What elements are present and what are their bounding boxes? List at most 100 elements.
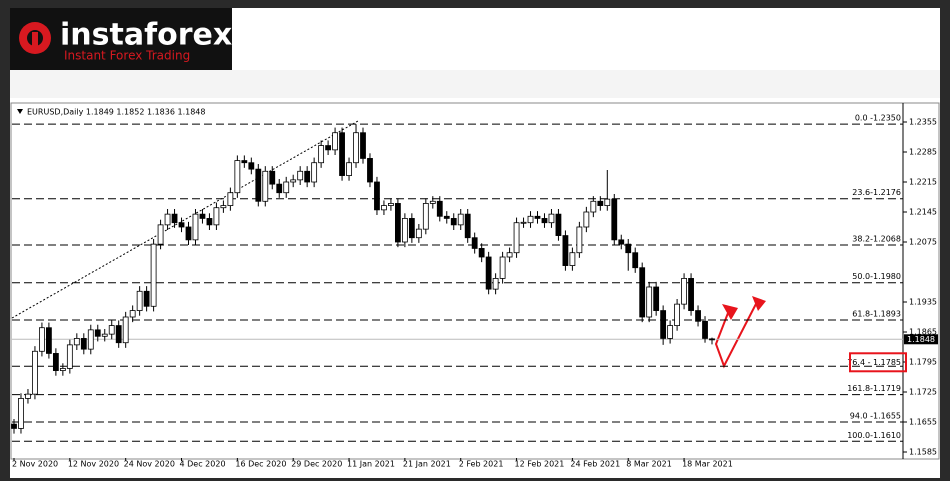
- candle-body: [464, 213, 471, 239]
- candle-body: [318, 145, 325, 164]
- candle-body: [213, 207, 220, 226]
- candle-body: [429, 200, 436, 204]
- y-tick-label: 1.1935: [909, 298, 937, 307]
- candle-body: [304, 170, 311, 183]
- candle-body: [199, 213, 206, 219]
- candle-body: [457, 213, 464, 226]
- x-tick-label: 16 Dec 2020: [235, 460, 286, 469]
- x-tick-label: 18 Mar 2021: [682, 460, 733, 469]
- candle-body: [611, 198, 618, 241]
- forecast-arrow: [714, 299, 759, 369]
- candle-body: [520, 221, 527, 224]
- candle-body: [394, 203, 401, 243]
- candle-body: [653, 286, 660, 311]
- y-tick-label: 1.1585: [909, 448, 937, 457]
- candle-body: [374, 181, 380, 211]
- candle-body: [94, 329, 101, 337]
- candle-body: [353, 132, 359, 164]
- y-tick-label: 1.2355: [909, 118, 937, 127]
- price-tag-label: 1.1848: [907, 335, 935, 344]
- candle-body: [639, 267, 646, 318]
- candle-body: [52, 353, 59, 371]
- candle-body: [227, 192, 234, 206]
- fib-label: 38.2-1.2068: [852, 235, 901, 244]
- candle-body: [255, 168, 262, 202]
- candle-body: [87, 329, 94, 350]
- candle-body: [485, 256, 492, 290]
- candle-body: [408, 218, 415, 239]
- x-tick-label: 2 Feb 2021: [459, 460, 504, 469]
- candle-body: [436, 200, 443, 217]
- menu-arrow: [17, 109, 23, 114]
- fib-label: 161.8-1.1719: [847, 384, 901, 393]
- candle-body: [178, 222, 185, 228]
- candle-body: [583, 211, 590, 228]
- candle-body: [506, 252, 513, 258]
- candle-body: [576, 226, 583, 254]
- candle-body: [471, 237, 478, 249]
- candle-body: [241, 160, 248, 164]
- candle-body: [66, 344, 73, 369]
- candle-body: [290, 179, 297, 183]
- candle-body: [297, 170, 304, 181]
- price-tag: [904, 334, 938, 345]
- candle-body: [276, 183, 283, 194]
- candle-body: [346, 162, 352, 176]
- candle-body: [108, 325, 115, 335]
- y-tick-label: 1.1655: [909, 418, 937, 427]
- candle-body: [513, 222, 520, 254]
- candle-body: [401, 218, 408, 243]
- candle-body: [311, 162, 318, 183]
- candle-body: [548, 213, 555, 224]
- candle-body: [667, 325, 674, 339]
- logo-brand: instaforex: [60, 18, 232, 53]
- candle-body: [11, 423, 17, 429]
- candle-body: [450, 218, 457, 226]
- candle-body: [339, 132, 345, 176]
- candle-body: [101, 333, 108, 337]
- candle-body: [381, 205, 387, 211]
- candle-body: [702, 320, 708, 339]
- candle-body: [688, 278, 694, 311]
- fib-label: 50.0-1.1980: [852, 272, 901, 281]
- y-tick-label: 1.1725: [909, 388, 937, 397]
- candle-body: [618, 239, 625, 245]
- candle-body: [674, 303, 680, 326]
- candle-body: [597, 200, 604, 206]
- candle-body: [367, 158, 373, 183]
- candle-body: [32, 350, 38, 395]
- candle-body: [150, 243, 157, 307]
- x-tick-label: 21 Jan 2021: [403, 460, 451, 469]
- candle-body: [73, 338, 80, 346]
- candle-body: [59, 368, 66, 371]
- candle-body: [681, 278, 687, 305]
- candle-body: [18, 398, 24, 429]
- x-tick-label: 12 Feb 2021: [515, 460, 565, 469]
- candle-body: [171, 213, 178, 224]
- plot-area: [10, 102, 940, 460]
- candle-body: [80, 338, 87, 350]
- y-tick-label: 1.2145: [909, 208, 937, 217]
- y-tick-label: 1.1795: [909, 358, 937, 367]
- candle-body: [443, 215, 450, 219]
- candle-body: [527, 215, 534, 224]
- candle-body: [388, 203, 394, 206]
- fib-label: 94.0 -1.1655: [850, 412, 901, 421]
- x-tick-label: 4 Dec 2020: [180, 460, 226, 469]
- candle-body: [569, 252, 576, 266]
- candle-body: [534, 215, 541, 219]
- logo-tagline: Instant Forex Trading: [64, 49, 190, 63]
- x-tick-label: 24 Feb 2021: [570, 460, 620, 469]
- candle-body: [25, 393, 31, 399]
- candle-body: [129, 310, 136, 318]
- candle-body: [234, 160, 241, 194]
- top-blank: [232, 8, 940, 70]
- highlight-box: [849, 352, 907, 373]
- candle-body: [590, 200, 597, 213]
- fib-label: 61.8-1.1893: [852, 310, 901, 319]
- x-tick-label: 8 Mar 2021: [626, 460, 672, 469]
- candle-body: [248, 162, 255, 170]
- logo-icon: [19, 22, 51, 54]
- candle-body: [695, 310, 701, 322]
- x-tick-label: 12 Nov 2020: [68, 460, 119, 469]
